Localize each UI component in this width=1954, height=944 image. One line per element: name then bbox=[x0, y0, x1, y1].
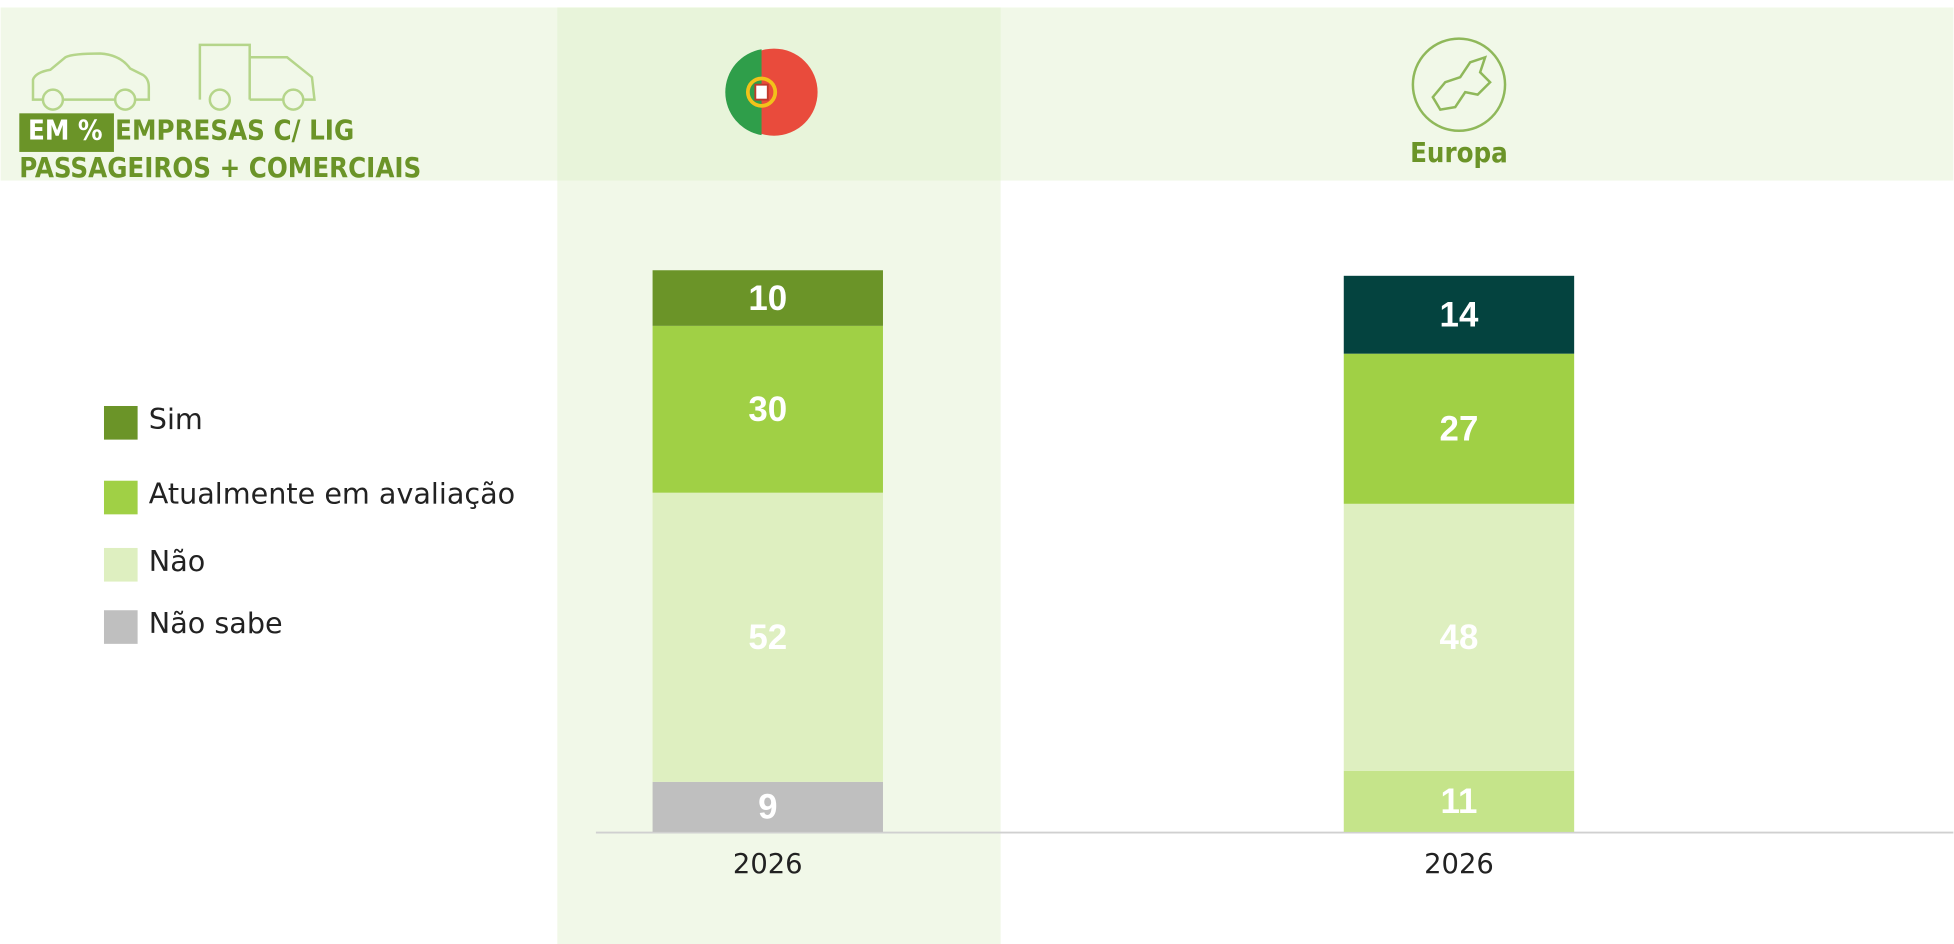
bar-segment bbox=[1343, 353, 1575, 504]
legend-swatch bbox=[103, 405, 138, 440]
x-tick-label: 2026 bbox=[733, 849, 803, 880]
data-label: 10 bbox=[748, 279, 787, 318]
title-badge bbox=[19, 113, 114, 152]
data-label: 48 bbox=[1440, 618, 1479, 657]
car-icon bbox=[31, 43, 316, 111]
legend-label: Não sabe bbox=[149, 606, 283, 640]
europe-icon bbox=[1411, 37, 1507, 133]
bar-segment bbox=[1343, 503, 1575, 771]
subtitle: PASSAGEIROS + COMERCIAIS bbox=[19, 153, 421, 184]
subtitle: EMPRESAS C/ LIG bbox=[115, 116, 354, 147]
bar-segment bbox=[652, 325, 883, 493]
flag-portugal bbox=[725, 48, 818, 136]
bar-segment bbox=[652, 270, 883, 326]
data-label: 9 bbox=[758, 788, 777, 827]
bar-segment bbox=[1343, 275, 1575, 354]
legend-label: Não bbox=[149, 544, 205, 578]
bar-segment bbox=[652, 781, 883, 832]
bar-segment bbox=[1343, 770, 1575, 832]
data-label: 30 bbox=[748, 390, 787, 429]
bar-segment bbox=[652, 492, 883, 782]
legend-label: Sim bbox=[149, 402, 203, 436]
column-header: Europa bbox=[1410, 138, 1508, 169]
x-tick-label: 2026 bbox=[1424, 849, 1494, 880]
legend-swatch bbox=[103, 547, 138, 582]
chart-title: EM % bbox=[28, 116, 103, 147]
data-label: 14 bbox=[1440, 295, 1479, 334]
legend-label: Atualmente em avaliação bbox=[149, 477, 515, 511]
data-label: 27 bbox=[1440, 409, 1479, 448]
legend-swatch bbox=[103, 610, 138, 644]
legend-swatch bbox=[103, 480, 138, 515]
data-label: 52 bbox=[748, 618, 787, 657]
data-label: 11 bbox=[1441, 782, 1478, 821]
